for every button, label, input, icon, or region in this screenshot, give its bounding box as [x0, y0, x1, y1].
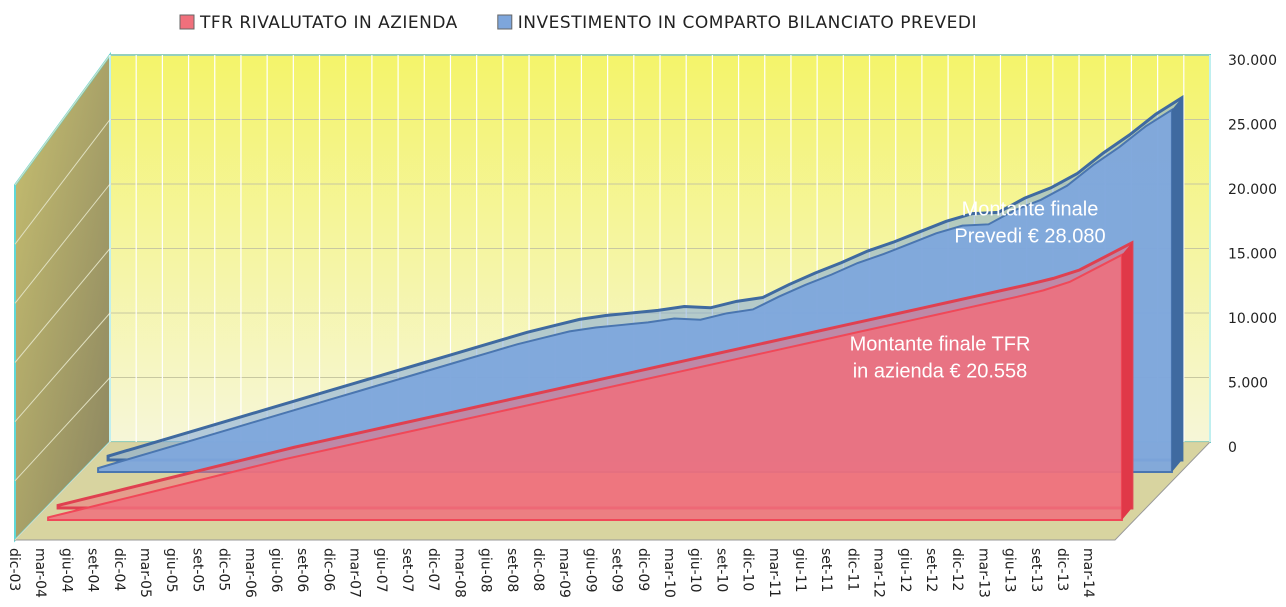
x-tick-label: giu-09: [582, 548, 598, 593]
x-tick-label: dic-09: [635, 548, 651, 591]
annotation: Prevedi € 28.080: [954, 225, 1105, 247]
grid-line: [14, 312, 111, 422]
x-tick-label: giu-12: [897, 548, 913, 593]
x-tick-label: mar-13: [975, 548, 991, 598]
annotation: Montante finale: [962, 198, 1099, 220]
x-tick-label: giu-07: [373, 548, 389, 593]
x-tick-label: mar-04: [32, 548, 48, 598]
x-tick-label: set-04: [85, 548, 101, 592]
x-tick-label: mar-05: [137, 548, 153, 598]
x-tick-label: set-08: [504, 548, 520, 592]
grid-line: [14, 183, 111, 304]
x-tick-label: mar-09: [556, 548, 572, 598]
legend-label: TFR RIVALUTATO IN AZIENDA: [199, 13, 458, 33]
x-tick-label: dic-11: [844, 548, 860, 591]
x-tick-label: dic-04: [111, 548, 127, 591]
legend-swatch: [179, 14, 195, 30]
x-tick-label: mar-11: [766, 548, 782, 598]
grid-line: [14, 119, 111, 245]
annotation: in azienda € 20.558: [853, 360, 1028, 382]
x-tick-label: set-10: [713, 548, 729, 592]
x-tick-label: mar-12: [871, 548, 887, 598]
x-tick-label: mar-08: [451, 548, 467, 598]
x-tick-label: mar-07: [347, 548, 363, 598]
grid-line: [14, 54, 111, 186]
x-tick-label: dic-05: [216, 548, 232, 591]
x-tick-label: dic-07: [425, 548, 441, 591]
x-tick-label: giu-05: [163, 548, 179, 593]
x-tick-label: set-07: [399, 548, 415, 592]
x-tick-label: dic-10: [740, 548, 756, 591]
x-tick-label: dic-13: [1054, 548, 1070, 591]
x-tick-label: giu-08: [478, 548, 494, 593]
x-tick-label: giu-11: [792, 548, 808, 593]
legend-swatch: [497, 14, 513, 30]
y-tick-label: 25.000: [1228, 118, 1277, 134]
x-tick-label: giu-10: [687, 548, 703, 593]
x-tick-label: mar-14: [1080, 548, 1096, 598]
y-tick-label: 15.000: [1228, 247, 1277, 263]
x-tick-label: mar-10: [661, 548, 677, 598]
y-tick-label: 10.000: [1228, 311, 1277, 327]
y-tick-label: 20.000: [1228, 182, 1277, 198]
x-tick-label: giu-13: [1002, 548, 1018, 593]
legend-label: INVESTIMENTO IN COMPARTO BILANCIATO PREV…: [518, 13, 977, 33]
grid-line: [14, 441, 111, 541]
x-tick-label: set-09: [609, 548, 625, 592]
x-tick-label: dic-06: [320, 548, 336, 591]
x-tick-label: set-06: [294, 548, 310, 592]
x-tick-label: giu-04: [58, 548, 74, 593]
area-side: [1121, 242, 1132, 520]
x-tick-label: set-12: [923, 548, 939, 592]
y-tick-label: 5.000: [1228, 376, 1268, 392]
area: [47, 253, 1123, 521]
x-tick-label: set-05: [189, 548, 205, 592]
area-side: [1171, 97, 1182, 472]
x-tick-label: giu-06: [268, 548, 284, 593]
x-tick-label: dic-08: [530, 548, 546, 591]
x-tick-label: set-13: [1028, 548, 1044, 592]
grid-line: [14, 377, 111, 482]
y-tick-label: 0: [1228, 440, 1237, 456]
x-tick-label: set-11: [818, 548, 834, 592]
y-tick-label: 30.000: [1228, 53, 1277, 69]
x-tick-label: dic-03: [6, 548, 22, 591]
x-tick-label: mar-06: [242, 548, 258, 598]
x-tick-label: dic-12: [949, 548, 965, 591]
grid-line: [14, 248, 111, 363]
annotation: Montante finale TFR: [850, 333, 1031, 355]
